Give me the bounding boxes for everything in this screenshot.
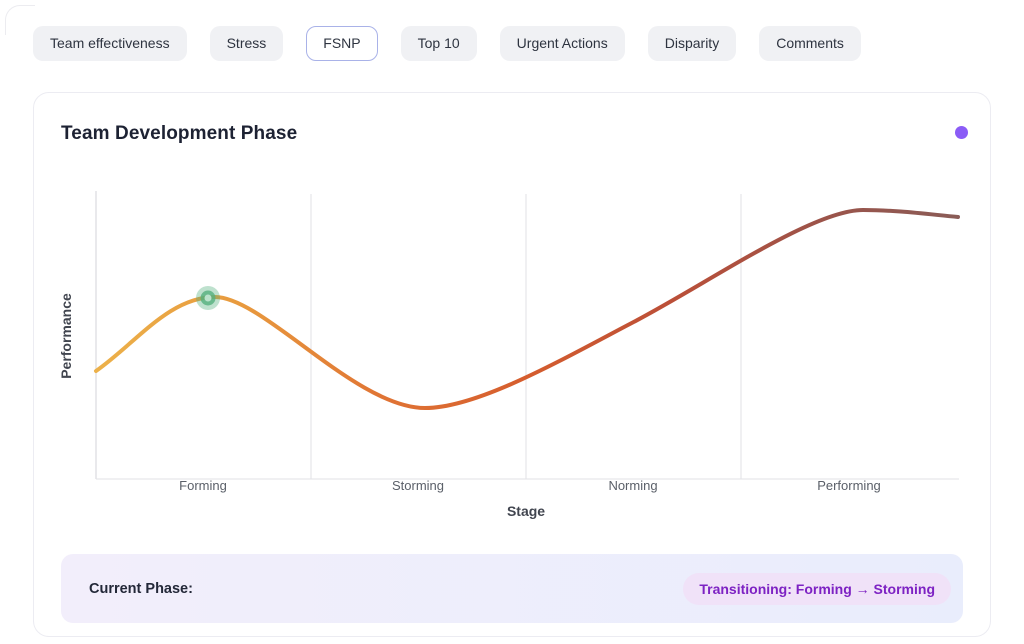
current-phase-badge: Transitioning: Forming → Storming [683, 572, 951, 605]
x-tick-forming: Forming [179, 478, 227, 493]
tab-top-10[interactable]: Top 10 [400, 26, 477, 61]
y-axis-label: Performance [58, 293, 74, 379]
x-tick-performing: Performing [817, 478, 881, 493]
card-title: Team Development Phase [61, 123, 298, 144]
current-phase-label: Current Phase: [89, 580, 193, 597]
tab-stress[interactable]: Stress [209, 26, 284, 61]
current-phase-banner: Current Phase: Transitioning: Forming → … [61, 554, 963, 623]
tab-urgent-actions[interactable]: Urgent Actions [499, 26, 625, 61]
report-tabbar: Team effectiveness Stress FSNP Top 10 Ur… [33, 26, 861, 61]
performance-curve [94, 207, 960, 411]
window-corner-decoration [5, 5, 35, 35]
x-axis-label: Stage [507, 503, 545, 519]
x-tick-storming: Storming [392, 478, 444, 493]
tab-team-effectiveness[interactable]: Team effectiveness [33, 26, 187, 61]
x-tick-norming: Norming [608, 478, 657, 493]
chart-gridlines [95, 191, 959, 480]
team-development-phase-card: Team Development Phase [33, 92, 991, 637]
tab-disparity[interactable]: Disparity [647, 26, 737, 61]
accent-dot-icon [955, 126, 968, 139]
current-phase-marker [196, 286, 220, 310]
team-development-line-chart: Forming Storming Norming Performing Stag… [58, 191, 960, 519]
tab-comments[interactable]: Comments [759, 26, 861, 61]
tab-fsnp[interactable]: FSNP [306, 26, 378, 61]
